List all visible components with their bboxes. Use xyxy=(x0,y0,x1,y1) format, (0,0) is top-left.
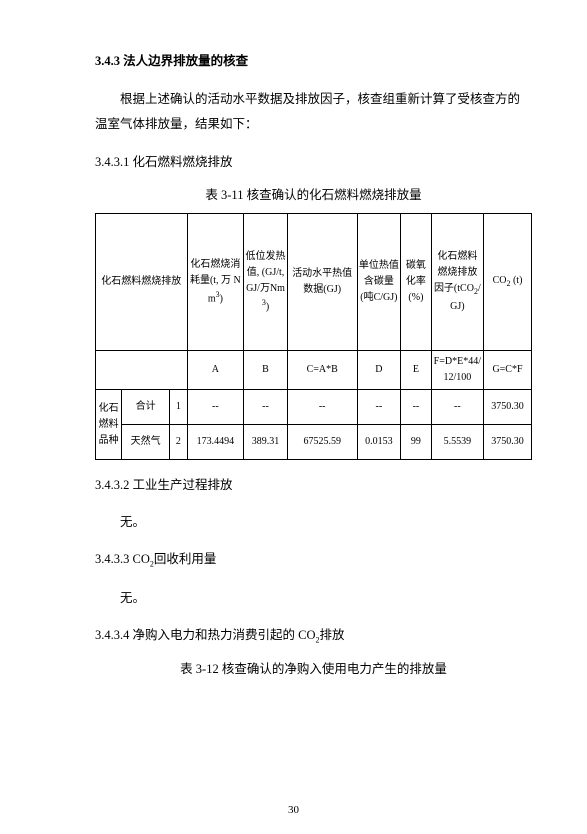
formula-G: G=C*F xyxy=(483,351,531,390)
row2-C: 67525.59 xyxy=(287,425,357,460)
th-c5: 单位热值含碳量 (吨C/GJ) xyxy=(357,214,401,351)
sub3-title: CO2回收利用量 xyxy=(133,552,217,566)
formula-F: F=D*E*44/12/100 xyxy=(431,351,483,390)
th-c6: 碳氧化率(%) xyxy=(401,214,432,351)
th-c1: 化石燃料燃烧排放 xyxy=(96,214,188,351)
page-number: 30 xyxy=(0,804,587,816)
formula-E: E xyxy=(401,351,432,390)
sub2-num: 3.4.3.2 xyxy=(95,478,129,492)
formula-C: C=A*B xyxy=(287,351,357,390)
row2-A: 173.4494 xyxy=(187,425,244,460)
sub1-title: 化石燃料燃烧排放 xyxy=(133,155,233,169)
row1-F: -- xyxy=(431,390,483,425)
th-c2: 化石燃烧消耗量(t, 万 Nm3) xyxy=(187,214,244,351)
section-heading: 3.4.3 法人边界排放量的核查 xyxy=(95,50,532,69)
table-1: 化石燃料燃烧排放 化石燃烧消耗量(t, 万 Nm3) 低位发热值, (GJ/t,… xyxy=(95,213,532,460)
row1-A: -- xyxy=(187,390,244,425)
row-group-label: 化石燃料品种 xyxy=(96,390,122,460)
row2-G: 3750.30 xyxy=(483,425,531,460)
sub2-title: 工业生产过程排放 xyxy=(133,478,233,492)
row1-E: -- xyxy=(401,390,432,425)
row2-B: 389.31 xyxy=(244,425,288,460)
formula-B: B xyxy=(244,351,288,390)
sub3-num: 3.4.3.3 xyxy=(95,552,129,566)
row2-label: 天然气 xyxy=(122,425,170,460)
row1-G: 3750.30 xyxy=(483,390,531,425)
th-c7: 化石燃料燃烧排放因子(tCO2/GJ) xyxy=(431,214,483,351)
th-c8: CO2 (t) xyxy=(483,214,531,351)
row2-F: 5.5539 xyxy=(431,425,483,460)
sub1-num: 3.4.3.1 xyxy=(95,155,129,169)
row1-B: -- xyxy=(244,390,288,425)
subheading-2: 3.4.3.2 工业生产过程排放 xyxy=(95,474,532,493)
row1-idx: 1 xyxy=(170,390,187,425)
subheading-1: 3.4.3.1 化石燃料燃烧排放 xyxy=(95,151,532,170)
none-1: 无。 xyxy=(120,511,532,530)
table1-caption: 表 3-11 核查确认的化石燃料燃烧排放量 xyxy=(95,184,532,203)
formula-A: A xyxy=(187,351,244,390)
formula-blank xyxy=(96,351,188,390)
sub4-title: 净购入电力和热力消费引起的 CO2排放 xyxy=(133,628,345,642)
row1-D: -- xyxy=(357,390,401,425)
formula-D: D xyxy=(357,351,401,390)
th-c4: 活动水平热值数据(GJ) xyxy=(287,214,357,351)
subheading-4: 3.4.3.4 净购入电力和热力消费引起的 CO2排放 xyxy=(95,624,532,645)
th-c3: 低位发热值, (GJ/t, GJ/万Nm3) xyxy=(244,214,288,351)
row1-C: -- xyxy=(287,390,357,425)
row2-idx: 2 xyxy=(170,425,187,460)
subheading-3: 3.4.3.3 CO2回收利用量 xyxy=(95,548,532,569)
table2-caption: 表 3-12 核查确认的净购入使用电力产生的排放量 xyxy=(95,658,532,677)
intro-paragraph: 根据上述确认的活动水平数据及排放因子，核查组重新计算了受核查方的温室气体排放量，… xyxy=(95,87,532,137)
none-2: 无。 xyxy=(120,587,532,606)
sub4-num: 3.4.3.4 xyxy=(95,628,129,642)
row1-label: 合计 xyxy=(122,390,170,425)
row2-E: 99 xyxy=(401,425,432,460)
row2-D: 0.0153 xyxy=(357,425,401,460)
